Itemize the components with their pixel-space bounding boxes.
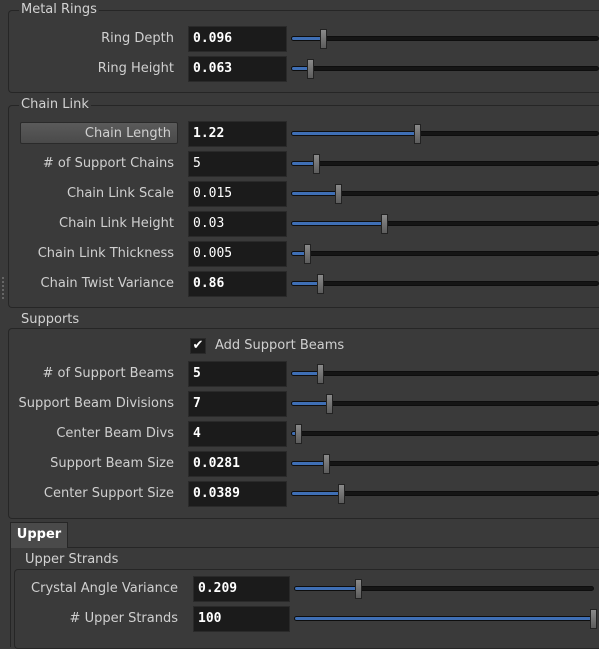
support-beam-size-label: Support Beam Size <box>50 456 174 471</box>
upper-strands-slider[interactable] <box>294 609 597 629</box>
add-support-beams-label: Add Support Beams <box>215 338 345 353</box>
crystal-angle-variance-field[interactable]: 0.209 <box>193 576 290 602</box>
support-chains-label: # of Support Chains <box>42 156 174 171</box>
crystal-angle-variance-label: Crystal Angle Variance <box>31 581 178 596</box>
chain-twist-variance-row: Chain Twist Variance 0.86 <box>0 271 599 297</box>
support-beam-divisions-field[interactable]: 7 <box>188 391 287 417</box>
chain-link-height-field[interactable]: 0.03 <box>188 211 287 237</box>
center-beam-divs-slider[interactable] <box>291 424 599 444</box>
support-chains-slider-handle[interactable] <box>313 154 321 174</box>
ring-depth-field[interactable]: 0.096 <box>188 26 287 52</box>
chain-link-thickness-slider-handle[interactable] <box>304 244 312 264</box>
ring-depth-slider-handle[interactable] <box>319 29 327 49</box>
support-chains-slider[interactable] <box>291 154 599 174</box>
chain-link-scale-slider[interactable] <box>291 184 599 204</box>
center-support-size-label: Center Support Size <box>43 486 174 501</box>
support-beams-label: # of Support Beams <box>42 366 174 381</box>
chain-twist-variance-slider-handle[interactable] <box>316 274 324 294</box>
upper-strands-slider-handle[interactable] <box>590 609 597 629</box>
chain-twist-variance-label: Chain Twist Variance <box>40 276 174 291</box>
ring-height-field[interactable]: 0.063 <box>188 56 287 82</box>
support-beams-field[interactable]: 5 <box>188 361 287 387</box>
add-support-beams-checkbox[interactable]: ✔ <box>190 338 206 354</box>
chain-link-height-slider[interactable] <box>291 214 599 234</box>
metal-rings-folder <box>8 10 599 93</box>
supports-folder <box>8 328 599 519</box>
ring-depth-row: Ring Depth 0.096 <box>0 26 599 52</box>
tab-upper[interactable]: Upper <box>10 522 68 548</box>
chain-length-slider-handle[interactable] <box>414 124 422 144</box>
crystal-angle-variance-slider-handle[interactable] <box>354 579 362 599</box>
center-beam-divs-row: Center Beam Divs 4 <box>0 421 599 447</box>
ring-height-row: Ring Height 0.063 <box>0 56 599 82</box>
chain-link-thickness-field[interactable]: 0.005 <box>188 241 287 267</box>
support-beam-divisions-label: Support Beam Divisions <box>18 396 174 411</box>
supports-title: Supports <box>19 312 82 327</box>
center-support-size-row: Center Support Size 0.0389 <box>0 481 599 507</box>
chain-link-folder <box>8 105 599 308</box>
chain-twist-variance-field[interactable]: 0.86 <box>188 271 287 297</box>
support-beam-size-slider[interactable] <box>291 454 599 474</box>
chain-twist-variance-slider[interactable] <box>291 274 599 294</box>
resize-grip[interactable] <box>2 277 5 305</box>
upper-strands-field[interactable]: 100 <box>193 606 290 632</box>
support-chains-row: # of Support Chains 5 <box>0 151 599 177</box>
upper-strands-title: Upper Strands <box>23 552 121 567</box>
upper-strands-label: # Upper Strands <box>69 611 178 626</box>
support-beam-size-field[interactable]: 0.0281 <box>188 451 287 477</box>
support-beams-row: # of Support Beams 5 <box>0 361 599 387</box>
chain-link-thickness-label: Chain Link Thickness <box>37 246 174 261</box>
ring-height-slider[interactable] <box>291 59 599 79</box>
support-beam-divisions-slider[interactable] <box>291 394 599 414</box>
upper-tab-panel <box>10 547 599 647</box>
chain-link-thickness-row: Chain Link Thickness 0.005 <box>0 241 599 267</box>
chain-link-height-row: Chain Link Height 0.03 <box>0 211 599 237</box>
chain-length-row: Chain Length 1.22 <box>0 121 599 147</box>
center-beam-divs-label: Center Beam Divs <box>56 426 174 441</box>
support-beams-slider-handle[interactable] <box>316 364 324 384</box>
center-beam-divs-slider-handle[interactable] <box>295 424 303 444</box>
center-support-size-slider[interactable] <box>291 484 599 504</box>
chain-link-scale-label: Chain Link Scale <box>67 186 174 201</box>
ring-depth-label: Ring Depth <box>101 31 174 46</box>
upper-strands-row: # Upper Strands 100 <box>0 606 599 632</box>
chain-link-thickness-slider[interactable] <box>291 244 599 264</box>
chain-length-field[interactable]: 1.22 <box>188 121 287 147</box>
chain-link-scale-slider-handle[interactable] <box>334 184 342 204</box>
center-support-size-slider-handle[interactable] <box>337 484 345 504</box>
chain-length-button[interactable]: Chain Length <box>20 122 178 144</box>
crystal-angle-variance-row: Crystal Angle Variance 0.209 <box>0 576 599 602</box>
support-beam-divisions-slider-handle[interactable] <box>325 394 333 414</box>
checkmark-icon: ✔ <box>192 338 204 353</box>
center-support-size-field[interactable]: 0.0389 <box>188 481 287 507</box>
metal-rings-title: Metal Rings <box>19 2 99 17</box>
support-beams-slider[interactable] <box>291 364 599 384</box>
ring-height-slider-handle[interactable] <box>307 59 315 79</box>
chain-link-title: Chain Link <box>19 97 91 112</box>
chain-link-scale-field[interactable]: 0.015 <box>188 181 287 207</box>
chain-link-scale-row: Chain Link Scale 0.015 <box>0 181 599 207</box>
support-chains-field[interactable]: 5 <box>188 151 287 177</box>
chain-length-slider[interactable] <box>291 124 599 144</box>
support-beam-size-row: Support Beam Size 0.0281 <box>0 451 599 477</box>
chain-link-height-slider-handle[interactable] <box>380 214 388 234</box>
crystal-angle-variance-slider[interactable] <box>294 579 594 599</box>
ring-height-label: Ring Height <box>97 61 174 76</box>
ring-depth-slider[interactable] <box>291 29 599 49</box>
support-beam-divisions-row: Support Beam Divisions 7 <box>0 391 599 417</box>
center-beam-divs-field[interactable]: 4 <box>188 421 287 447</box>
chain-link-height-label: Chain Link Height <box>59 216 174 231</box>
support-beam-size-slider-handle[interactable] <box>322 454 330 474</box>
